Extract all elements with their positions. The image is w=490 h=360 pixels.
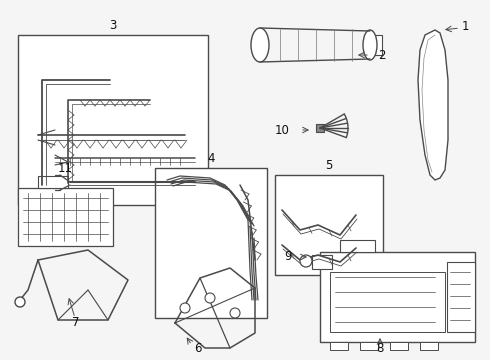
Bar: [275, 175, 383, 275]
Ellipse shape: [363, 30, 377, 60]
Text: 4: 4: [207, 152, 215, 165]
Text: 10: 10: [275, 123, 290, 136]
Bar: [420, 342, 438, 350]
Ellipse shape: [15, 297, 25, 307]
Bar: [18, 35, 208, 205]
Bar: [312, 255, 332, 269]
Polygon shape: [418, 30, 448, 180]
Bar: [320, 252, 475, 342]
Bar: [330, 342, 348, 350]
Text: 5: 5: [325, 158, 333, 171]
Bar: [360, 342, 378, 350]
Bar: [155, 168, 267, 318]
Ellipse shape: [251, 28, 269, 62]
Ellipse shape: [205, 293, 215, 303]
Bar: [18, 188, 113, 246]
Ellipse shape: [230, 308, 240, 318]
Ellipse shape: [180, 303, 190, 313]
Text: 1: 1: [462, 19, 469, 32]
Ellipse shape: [300, 255, 312, 267]
Text: 8: 8: [376, 342, 384, 355]
Bar: [330, 272, 445, 332]
Bar: [372, 35, 382, 55]
Text: 11: 11: [58, 162, 73, 175]
Bar: [38, 176, 68, 188]
Text: 6: 6: [194, 342, 201, 355]
Text: 2: 2: [378, 49, 386, 62]
Bar: [340, 240, 375, 252]
Text: 7: 7: [72, 315, 80, 328]
Bar: [390, 342, 408, 350]
Bar: [316, 124, 324, 132]
Text: 9: 9: [285, 251, 292, 264]
Bar: [447, 262, 475, 332]
Text: 3: 3: [109, 18, 117, 32]
